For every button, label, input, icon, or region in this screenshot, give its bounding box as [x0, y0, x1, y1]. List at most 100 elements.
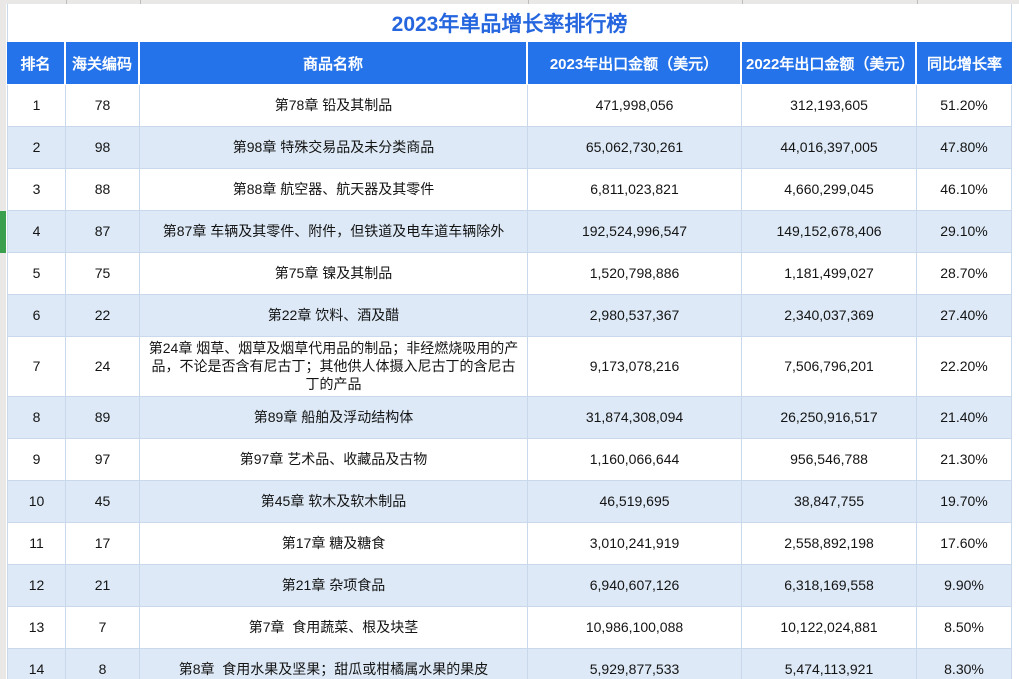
product-name-cell[interactable]: 第75章 镍及其制品 — [140, 253, 528, 295]
export-2023-cell[interactable]: 6,811,023,821 — [528, 169, 742, 211]
product-name-cell[interactable]: 第45章 软木及软木制品 — [140, 480, 528, 523]
col-header-export-2022[interactable]: 2022年出口金额（美元） — [742, 42, 917, 85]
col-header-export-2023[interactable]: 2023年出口金额（美元） — [528, 42, 742, 85]
rank-cell[interactable]: 9 — [7, 438, 66, 481]
yoy-growth-cell[interactable]: 21.40% — [917, 396, 1012, 439]
export-2023-cell[interactable]: 471,998,056 — [528, 85, 742, 127]
export-2023-cell[interactable]: 2,980,537,367 — [528, 295, 742, 337]
export-2022-cell[interactable]: 312,193,605 — [742, 85, 917, 127]
yoy-growth-cell[interactable]: 46.10% — [917, 169, 1012, 211]
export-2022-cell[interactable]: 4,660,299,045 — [742, 169, 917, 211]
product-name-cell[interactable]: 第97章 艺术品、收藏品及古物 — [140, 438, 528, 481]
export-2022-cell[interactable]: 2,340,037,369 — [742, 295, 917, 337]
rank-cell[interactable]: 6 — [7, 295, 66, 337]
yoy-growth-cell[interactable]: 27.40% — [917, 295, 1012, 337]
product-name-cell[interactable]: 第87章 车辆及其零件、附件，但铁道及电车道车辆除外 — [140, 211, 528, 253]
export-2022-cell[interactable]: 6,318,169,558 — [742, 564, 917, 607]
export-2023-cell[interactable]: 3,010,241,919 — [528, 522, 742, 565]
export-2022-cell[interactable]: 149,152,678,406 — [742, 211, 917, 253]
export-2023-cell[interactable]: 6,940,607,126 — [528, 564, 742, 607]
table-row: 13 7 第7章 食用蔬菜、根及块茎 10,986,100,088 10,122… — [7, 606, 1012, 649]
hs-code-cell[interactable]: 78 — [66, 85, 140, 127]
export-2023-cell[interactable]: 1,520,798,886 — [528, 253, 742, 295]
hs-code-cell[interactable]: 24 — [66, 337, 140, 397]
export-2023-cell[interactable]: 46,519,695 — [528, 480, 742, 523]
export-2022-cell[interactable]: 44,016,397,005 — [742, 127, 917, 169]
export-2022-cell[interactable]: 1,181,499,027 — [742, 253, 917, 295]
hs-code-cell[interactable]: 98 — [66, 127, 140, 169]
rank-cell[interactable]: 8 — [7, 396, 66, 439]
rank-cell[interactable]: 12 — [7, 564, 66, 607]
hs-code-cell[interactable]: 97 — [66, 438, 140, 481]
yoy-growth-cell[interactable]: 19.70% — [917, 480, 1012, 523]
rank-cell[interactable]: 3 — [7, 169, 66, 211]
rank-cell[interactable]: 10 — [7, 480, 66, 523]
yoy-growth-cell[interactable]: 17.60% — [917, 522, 1012, 565]
product-name-cell[interactable]: 第7章 食用蔬菜、根及块茎 — [140, 606, 528, 649]
export-2023-cell[interactable]: 5,929,877,533 — [528, 648, 742, 679]
rank-cell[interactable]: 4 — [7, 211, 66, 253]
gridline-tick — [66, 0, 67, 4]
rank-cell[interactable]: 1 — [7, 85, 66, 127]
hs-code-cell[interactable]: 87 — [66, 211, 140, 253]
product-name-cell[interactable]: 第98章 特殊交易品及未分类商品 — [140, 127, 528, 169]
rank-cell[interactable]: 7 — [7, 337, 66, 397]
export-2022-cell[interactable]: 10,122,024,881 — [742, 606, 917, 649]
yoy-growth-cell[interactable]: 21.30% — [917, 438, 1012, 481]
col-header-rank[interactable]: 排名 — [7, 42, 66, 85]
page-title[interactable]: 2023年单品增长率排行榜 — [7, 4, 1012, 42]
export-2022-cell[interactable]: 38,847,755 — [742, 480, 917, 523]
rank-cell[interactable]: 5 — [7, 253, 66, 295]
yoy-growth-cell[interactable]: 51.20% — [917, 85, 1012, 127]
export-2023-cell[interactable]: 9,173,078,216 — [528, 337, 742, 397]
export-2023-cell[interactable]: 10,986,100,088 — [528, 606, 742, 649]
ranking-table-area: 2023年单品增长率排行榜 排名 海关编码 商品名称 2023年出口金额（美元）… — [7, 4, 1012, 679]
hs-code-cell[interactable]: 17 — [66, 522, 140, 565]
export-2023-cell[interactable]: 65,062,730,261 — [528, 127, 742, 169]
col-header-product[interactable]: 商品名称 — [140, 42, 528, 85]
hs-code-cell[interactable]: 21 — [66, 564, 140, 607]
export-2023-cell[interactable]: 1,160,066,644 — [528, 438, 742, 481]
export-2022-cell[interactable]: 956,546,788 — [742, 438, 917, 481]
product-name-cell[interactable]: 第89章 船舶及浮动结构体 — [140, 396, 528, 439]
product-name-cell[interactable]: 第17章 糖及糖食 — [140, 522, 528, 565]
export-2022-cell[interactable]: 2,558,892,198 — [742, 522, 917, 565]
export-2022-cell[interactable]: 26,250,916,517 — [742, 396, 917, 439]
yoy-growth-cell[interactable]: 22.20% — [917, 337, 1012, 397]
product-name-cell[interactable]: 第8章 食用水果及坚果；甜瓜或柑橘属水果的果皮 — [140, 648, 528, 679]
product-name-cell[interactable]: 第88章 航空器、航天器及其零件 — [140, 169, 528, 211]
hs-code-cell[interactable]: 22 — [66, 295, 140, 337]
col-header-yoy-growth[interactable]: 同比增长率 — [917, 42, 1012, 85]
selected-row-indicator — [0, 211, 6, 253]
rank-cell[interactable]: 11 — [7, 522, 66, 565]
col-header-hs-code[interactable]: 海关编码 — [66, 42, 140, 85]
yoy-growth-cell[interactable]: 8.50% — [917, 606, 1012, 649]
export-2023-cell[interactable]: 31,874,308,094 — [528, 396, 742, 439]
grid-remnant-left — [0, 0, 6, 679]
rank-cell[interactable]: 13 — [7, 606, 66, 649]
table-row: 7 24 第24章 烟草、烟草及烟草代用品的制品；非经燃烧吸用的产品，不论是否含… — [7, 337, 1012, 397]
hs-code-cell[interactable]: 7 — [66, 606, 140, 649]
hs-code-cell[interactable]: 88 — [66, 169, 140, 211]
export-2022-cell[interactable]: 7,506,796,201 — [742, 337, 917, 397]
hs-code-cell[interactable]: 75 — [66, 253, 140, 295]
yoy-growth-cell[interactable]: 8.30% — [917, 648, 1012, 679]
product-name-cell[interactable]: 第78章 铅及其制品 — [140, 85, 528, 127]
header-row: 排名 海关编码 商品名称 2023年出口金额（美元） 2022年出口金额（美元）… — [7, 42, 1012, 85]
table-row: 11 17 第17章 糖及糖食 3,010,241,919 2,558,892,… — [7, 522, 1012, 565]
product-name-cell[interactable]: 第21章 杂项食品 — [140, 564, 528, 607]
yoy-growth-cell[interactable]: 28.70% — [917, 253, 1012, 295]
hs-code-cell[interactable]: 89 — [66, 396, 140, 439]
export-2023-cell[interactable]: 192,524,996,547 — [528, 211, 742, 253]
yoy-growth-cell[interactable]: 29.10% — [917, 211, 1012, 253]
yoy-growth-cell[interactable]: 47.80% — [917, 127, 1012, 169]
product-name-cell[interactable]: 第24章 烟草、烟草及烟草代用品的制品；非经燃烧吸用的产品，不论是否含有尼古丁；… — [140, 337, 528, 397]
yoy-growth-cell[interactable]: 9.90% — [917, 564, 1012, 607]
product-name-cell[interactable]: 第22章 饮料、酒及醋 — [140, 295, 528, 337]
rank-cell[interactable]: 2 — [7, 127, 66, 169]
export-2022-cell[interactable]: 5,474,113,921 — [742, 648, 917, 679]
hs-code-cell[interactable]: 45 — [66, 480, 140, 523]
hs-code-cell[interactable]: 8 — [66, 648, 140, 679]
rank-cell[interactable]: 14 — [7, 648, 66, 679]
